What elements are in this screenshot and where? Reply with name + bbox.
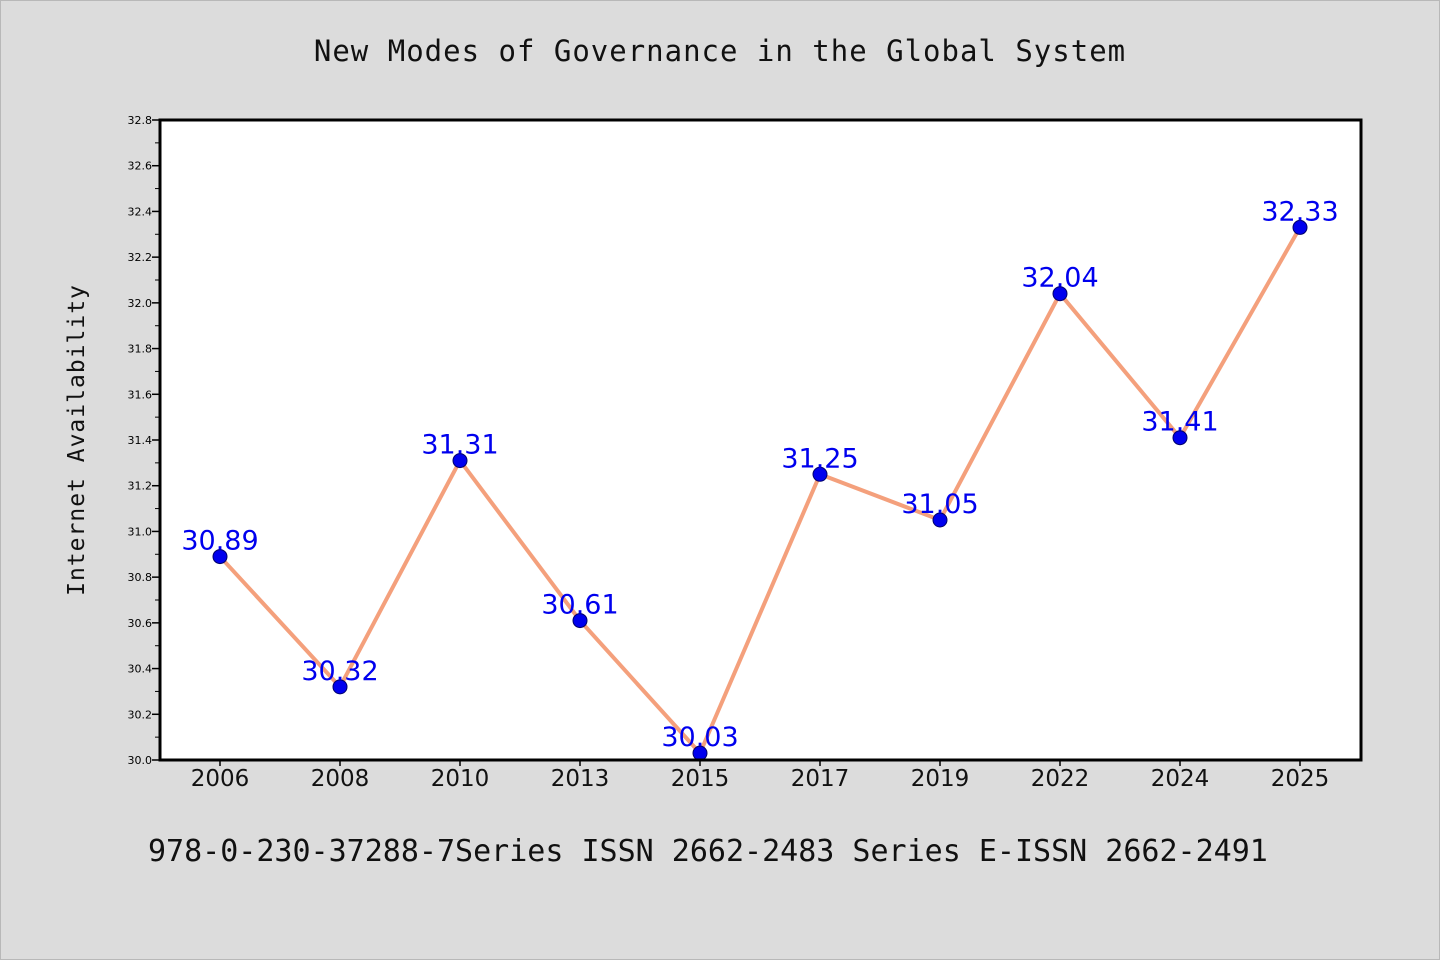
y-tick-label: 32.2 [128, 251, 153, 264]
data-label: 30.89 [181, 526, 258, 557]
y-tick-label: 30.2 [128, 708, 153, 721]
x-tick-label: 2025 [1271, 766, 1330, 792]
data-label: 30.61 [541, 590, 618, 621]
y-tick-label: 31.6 [128, 388, 153, 401]
x-tick-label: 2013 [551, 766, 610, 792]
chart-title: New Modes of Governance in the Global Sy… [313, 34, 1127, 68]
x-tick-label: 2008 [311, 766, 370, 792]
y-tick-label: 30.8 [128, 571, 153, 584]
x-tick-label: 2010 [431, 766, 490, 792]
y-tick-label: 32.6 [128, 160, 153, 173]
x-tick-label: 2006 [191, 766, 250, 792]
data-label: 30.32 [301, 656, 378, 687]
x-tick-label: 2015 [671, 766, 730, 792]
data-label: 31.31 [421, 430, 498, 461]
y-tick-label: 32.8 [128, 114, 153, 127]
x-tick-label: 2017 [791, 766, 850, 792]
y-tick-label: 30.4 [128, 663, 153, 676]
data-point [1052, 286, 1068, 302]
data-label: 31.41 [1141, 407, 1218, 438]
data-point [452, 453, 468, 469]
data-label: 31.25 [781, 443, 858, 474]
x-tick-label: 2022 [1031, 766, 1090, 792]
series-line [218, 225, 1302, 756]
data-label: 32.33 [1261, 196, 1338, 227]
data-point [1292, 219, 1308, 235]
data-point [1172, 430, 1188, 446]
y-tick-label: 31.0 [128, 525, 153, 538]
data-point [812, 466, 828, 482]
y-axis-title: Internet Availability [64, 284, 90, 596]
data-point [212, 549, 228, 565]
data-point [932, 512, 948, 528]
y-tick-label: 32.0 [128, 297, 153, 310]
y-tick-label: 32.4 [128, 205, 153, 218]
chart-footnote: 978-0-230-37288-7Series ISSN 2662-2483 S… [148, 834, 1268, 869]
plot-background [160, 120, 1361, 760]
y-tick-label: 30.6 [128, 617, 153, 630]
x-tick-label: 2019 [911, 766, 970, 792]
y-tick-label: 31.2 [128, 480, 153, 493]
y-tick-label: 31.4 [128, 434, 153, 447]
data-label: 31.05 [901, 489, 978, 520]
y-tick-label: 30.0 [128, 754, 153, 767]
data-point [572, 613, 588, 629]
data-label: 32.04 [1021, 263, 1098, 294]
x-tick-label: 2024 [1151, 766, 1210, 792]
data-label: 30.03 [661, 722, 738, 753]
data-point [332, 679, 348, 695]
y-tick-label: 31.8 [128, 343, 153, 356]
plot-border [158, 118, 1363, 762]
